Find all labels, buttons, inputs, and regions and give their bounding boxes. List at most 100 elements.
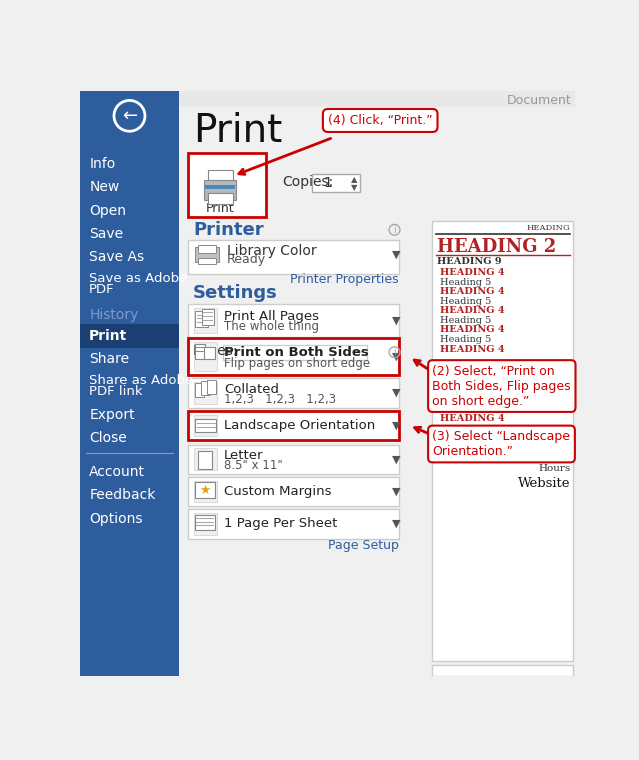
- Text: ▼: ▼: [392, 315, 400, 325]
- Text: Print: Print: [193, 112, 282, 150]
- Text: Website: Website: [518, 477, 571, 490]
- FancyBboxPatch shape: [194, 344, 205, 359]
- Text: Save as Adobe: Save as Adobe: [89, 272, 188, 285]
- Text: i: i: [393, 225, 396, 235]
- Text: Flip pages on short edge: Flip pages on short edge: [224, 356, 370, 369]
- Text: Print: Print: [89, 329, 127, 343]
- Text: ▼: ▼: [392, 519, 400, 529]
- Text: Hours: Hours: [538, 464, 571, 473]
- Text: Print: Print: [206, 201, 235, 215]
- Text: ▼: ▼: [392, 388, 400, 398]
- FancyBboxPatch shape: [194, 420, 216, 432]
- FancyBboxPatch shape: [189, 477, 399, 506]
- Text: (3) Select “Landscape
Orientation.”: (3) Select “Landscape Orientation.”: [433, 430, 571, 458]
- Text: Account: Account: [89, 465, 145, 480]
- Text: HEADING 4: HEADING 4: [440, 287, 505, 296]
- FancyBboxPatch shape: [189, 378, 399, 407]
- Text: 1: 1: [323, 176, 332, 190]
- Text: HEADING 4: HEADING 4: [440, 325, 505, 334]
- FancyBboxPatch shape: [194, 448, 217, 470]
- Text: Heading 5: Heading 5: [440, 335, 491, 344]
- Text: (2) Select, “Print on
Both Sides, Flip pages
on short edge.”: (2) Select, “Print on Both Sides, Flip p…: [433, 365, 571, 407]
- Text: ▼: ▼: [392, 249, 400, 259]
- Text: Landscape Orientation: Landscape Orientation: [224, 419, 375, 432]
- Text: Heading 5: Heading 5: [440, 277, 491, 287]
- FancyBboxPatch shape: [197, 245, 216, 253]
- Text: Share: Share: [89, 352, 129, 366]
- FancyBboxPatch shape: [194, 342, 217, 372]
- Text: ▼: ▼: [392, 420, 400, 430]
- FancyBboxPatch shape: [201, 309, 214, 325]
- Text: HEADING 4: HEADING 4: [440, 414, 505, 423]
- Text: ▼: ▼: [392, 454, 400, 464]
- FancyBboxPatch shape: [194, 515, 215, 530]
- FancyBboxPatch shape: [204, 180, 236, 200]
- Text: 1,2,3   1,2,3   1,2,3: 1,2,3 1,2,3 1,2,3: [224, 393, 336, 406]
- Text: HEADING 4: HEADING 4: [440, 344, 505, 353]
- Text: Letter: Letter: [224, 449, 263, 462]
- Text: Print All Pages: Print All Pages: [224, 310, 319, 323]
- Text: ▼: ▼: [351, 183, 357, 192]
- Text: HEADING 4: HEADING 4: [440, 387, 505, 396]
- FancyBboxPatch shape: [179, 91, 575, 106]
- Text: Save: Save: [89, 226, 123, 241]
- Text: Printer: Printer: [193, 221, 264, 239]
- Text: PDF: PDF: [89, 283, 115, 296]
- FancyBboxPatch shape: [197, 258, 216, 264]
- Text: ←: ←: [122, 107, 137, 125]
- FancyBboxPatch shape: [205, 185, 235, 189]
- Text: Export: Export: [89, 407, 135, 422]
- FancyBboxPatch shape: [189, 240, 399, 274]
- FancyBboxPatch shape: [194, 483, 215, 498]
- Text: Copies:: Copies:: [282, 175, 334, 189]
- Text: Custom Margins: Custom Margins: [224, 485, 332, 498]
- Text: ▲: ▲: [351, 176, 357, 184]
- FancyBboxPatch shape: [189, 410, 399, 440]
- Text: Print on Both Sides: Print on Both Sides: [224, 347, 369, 359]
- Text: ▼: ▼: [392, 352, 400, 362]
- FancyBboxPatch shape: [223, 344, 367, 360]
- FancyBboxPatch shape: [432, 220, 573, 661]
- Text: WORD DOCUMENTS D: WORD DOCUMENTS D: [440, 450, 524, 459]
- FancyBboxPatch shape: [204, 347, 215, 359]
- Text: Heading 5: Heading 5: [440, 297, 491, 306]
- Text: PDF link: PDF link: [89, 385, 142, 398]
- FancyBboxPatch shape: [188, 153, 266, 217]
- Text: Printer Properties: Printer Properties: [289, 273, 398, 286]
- FancyBboxPatch shape: [194, 383, 204, 397]
- FancyBboxPatch shape: [207, 380, 216, 394]
- Text: Pages:: Pages:: [193, 344, 238, 359]
- FancyBboxPatch shape: [189, 305, 399, 337]
- Text: HEADING 2: HEADING 2: [437, 238, 557, 255]
- Text: HEADING 4: HEADING 4: [440, 306, 505, 315]
- FancyBboxPatch shape: [194, 247, 219, 262]
- Text: Collated: Collated: [224, 383, 279, 396]
- Text: (4) Click, “Print.”: (4) Click, “Print.”: [328, 114, 433, 127]
- FancyBboxPatch shape: [80, 91, 179, 676]
- Text: Heading 5: Heading 5: [440, 316, 491, 325]
- FancyBboxPatch shape: [80, 324, 179, 348]
- FancyBboxPatch shape: [194, 309, 217, 333]
- Text: Open: Open: [89, 204, 126, 217]
- Text: New: New: [89, 180, 119, 195]
- Text: Feedback: Feedback: [89, 489, 155, 502]
- Text: The whole thing: The whole thing: [224, 320, 319, 334]
- Text: Save As: Save As: [89, 250, 144, 264]
- FancyBboxPatch shape: [208, 193, 233, 204]
- Text: Share as Adobe: Share as Adobe: [89, 374, 194, 388]
- Text: Heading 5: Heading 5: [440, 397, 491, 406]
- FancyBboxPatch shape: [189, 509, 399, 539]
- Text: HEADING: HEADING: [527, 224, 571, 233]
- Text: USE STYLES TO EASILY R: USE STYLES TO EASILY R: [440, 442, 532, 451]
- FancyBboxPatch shape: [194, 481, 217, 502]
- Text: HEADING 4: HEADING 4: [440, 268, 505, 277]
- FancyBboxPatch shape: [189, 338, 399, 375]
- Text: Options: Options: [89, 511, 142, 526]
- Text: ▼: ▼: [392, 486, 400, 496]
- Text: Settings: Settings: [193, 284, 278, 302]
- Text: 8.5" x 11": 8.5" x 11": [224, 459, 283, 472]
- FancyBboxPatch shape: [201, 382, 210, 395]
- Text: History: History: [89, 308, 139, 321]
- Text: HEADING 9: HEADING 9: [437, 257, 502, 266]
- FancyBboxPatch shape: [312, 173, 360, 192]
